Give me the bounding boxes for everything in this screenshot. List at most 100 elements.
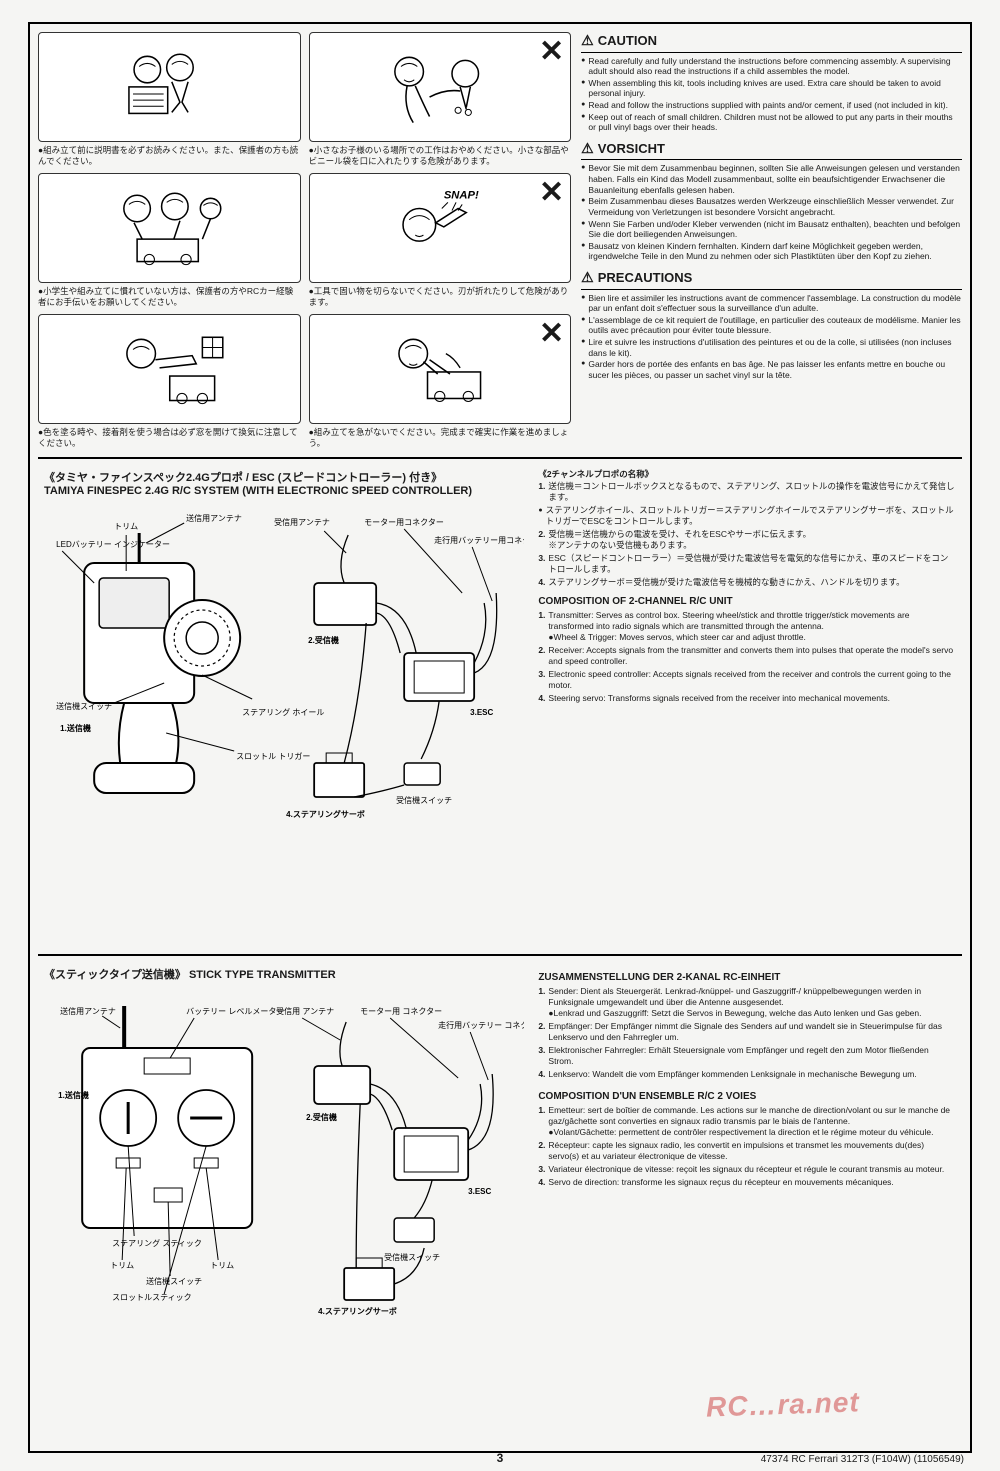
de-comp-title: ZUSAMMENSTELLUNG DER 2-KANAL RC-EINHEIT — [538, 972, 956, 983]
caution-line: Bausatz von kleinen Kindern fernhalten. … — [581, 241, 962, 262]
de-line: 3.Elektronischer Fahrregler: Erhält Steu… — [538, 1045, 956, 1067]
caution-title: CAUTION — [581, 32, 962, 53]
illustration: ✕ SNAP! — [309, 173, 572, 283]
svg-text:受信機スイッチ: 受信機スイッチ — [384, 1252, 440, 1262]
svg-text:トリム: トリム — [210, 1261, 234, 1270]
svg-text:1.送信機: 1.送信機 — [60, 723, 91, 733]
x-mark-icon: ✕ — [539, 319, 564, 349]
svg-text:スロットルスティック: スロットルスティック — [112, 1293, 192, 1302]
footer: 47374 RC Ferrari 312T3 (F104W) (11056549… — [0, 1454, 1000, 1465]
bot-text-col: ZUSAMMENSTELLUNG DER 2-KANAL RC-EINHEIT … — [538, 966, 956, 1443]
bot-title: 《スティックタイプ送信機》 STICK TYPE TRANSMITTER — [44, 966, 524, 982]
caution-line: Beim Zusammenbau dieses Bausatzes werden… — [581, 196, 962, 217]
illustration — [38, 173, 301, 283]
svg-text:送信機スイッチ: 送信機スイッチ — [146, 1276, 202, 1286]
en-line: 2.Receiver: Accepts signals from the tra… — [538, 645, 956, 667]
en-line: 3.Electronic speed controller: Accepts s… — [538, 669, 956, 691]
vorsicht-de: VORSICHT Bevor Sie mit dem Zusammenbau b… — [581, 140, 962, 263]
illus-caption: ●組み立て前に説明書を必ずお読みください。また、保護者の方も読んでください。 — [38, 145, 301, 167]
fr-comp-title: COMPOSITION D'UN ENSEMBLE R/C 2 VOIES — [538, 1091, 956, 1102]
jp-line: 4.ステアリングサーボ＝受信機が受けた電波信号を機械的な動きにかえ、ハンドルを切… — [538, 577, 956, 588]
svg-text:モーター用コネクター: モーター用コネクター — [364, 518, 444, 527]
illus-cell-4: ✕ SNAP! ●工具で固い物を切らないでください。刃が折れたりして危険がありま… — [309, 173, 572, 308]
svg-text:走行用バッテリー コネクター: 走行用バッテリー コネクター — [438, 1020, 524, 1030]
illus-cell-6: ✕ ●組み立てを急がないでください。完成まで確実に作業を進めましょう。 — [309, 314, 572, 449]
illus-caption: ●小さなお子様のいる場所での工作はおやめください。小さな部品やビニール袋を口に入… — [309, 145, 572, 167]
illus-cell-1: ●組み立て前に説明書を必ずお読みください。また、保護者の方も読んでください。 — [38, 32, 301, 167]
illus-caption: ●色を塗る時や、接着剤を使う場合は必ず窓を開けて換気に注意してください。 — [38, 427, 301, 449]
page-frame: ●組み立て前に説明書を必ずお読みください。また、保護者の方も読んでください。 ✕… — [28, 22, 972, 1453]
svg-text:トリム: トリム — [110, 1261, 134, 1270]
svg-text:4.ステアリングサーボ: 4.ステアリングサーボ — [286, 809, 365, 819]
mid-text-col: 《2チャンネルプロポの名称》 1.送信機＝コントロールボックスとなるもので、ステ… — [538, 469, 956, 946]
jp-line: 1.送信機＝コントロールボックスとなるもので、ステアリング、スロットルの操作を電… — [538, 481, 956, 503]
x-mark-icon: ✕ — [539, 178, 564, 208]
caution-title: PRECAUTIONS — [581, 269, 962, 290]
caution-line: Wenn Sie Farben und/oder Kleber verwende… — [581, 219, 962, 240]
de-line: 4.Lenkservo: Wandelt die vom Empfänger k… — [538, 1069, 956, 1080]
svg-text:SNAP!: SNAP! — [444, 190, 479, 202]
illustration — [38, 314, 301, 424]
svg-text:受信機スイッチ: 受信機スイッチ — [396, 795, 452, 805]
top-section: ●組み立て前に説明書を必ずお読みください。また、保護者の方も読んでください。 ✕… — [38, 32, 962, 459]
mid-diagram-col: 《タミヤ・ファインスペック2.4Gプロポ / ESC (スピードコントローラー)… — [44, 469, 524, 946]
de-line: 2.Empfänger: Der Empfänger nimmt die Sig… — [538, 1021, 956, 1043]
fr-line: 1.Emetteur: sert de boîtier de commande.… — [538, 1105, 956, 1138]
svg-text:2.受信機: 2.受信機 — [306, 1112, 337, 1122]
jp-line: 3.ESC（スピードコントローラー）＝受信機が受けた電波信号を電気的な信号にかえ… — [538, 553, 956, 575]
svg-text:受信用 アンテナ: 受信用 アンテナ — [276, 1006, 334, 1016]
svg-text:送信機スイッチ: 送信機スイッチ — [56, 701, 112, 711]
caution-line: Read carefully and fully understand the … — [581, 56, 962, 77]
svg-text:4.ステアリングサーボ: 4.ステアリングサーボ — [318, 1306, 397, 1316]
caution-title: VORSICHT — [581, 140, 962, 161]
fr-line: 2.Récepteur: capte les signaux radio, le… — [538, 1140, 956, 1162]
svg-text:送信用アンテナ: 送信用アンテナ — [60, 1006, 116, 1016]
svg-text:バッテリー レベルメーター: バッテリー レベルメーター — [186, 1007, 284, 1016]
caution-line: Bien lire et assimiler les instructions … — [581, 293, 962, 314]
svg-text:LEDバッテリー インジケーター: LEDバッテリー インジケーター — [56, 540, 170, 549]
jp-channel-block: 《2チャンネルプロポの名称》 1.送信機＝コントロールボックスとなるもので、ステ… — [538, 469, 956, 588]
illus-cell-2: ✕ ●小さなお子様のいる場所での工作はおやめください。小さな部品やビニール袋を口… — [309, 32, 572, 167]
svg-text:3.ESC: 3.ESC — [470, 708, 493, 717]
jp-line: ステアリングホイール、スロットルトリガー＝ステアリングホイールでステアリングサー… — [538, 505, 956, 528]
caution-en: CAUTION Read carefully and fully underst… — [581, 32, 962, 134]
footer-code: 47374 RC Ferrari 312T3 (F104W) (11056549… — [761, 1454, 964, 1465]
svg-text:ステアリング ホイール: ステアリング ホイール — [242, 707, 324, 717]
illus-caption: ●工具で固い物を切らないでください。刃が折れたりして危険があります。 — [309, 286, 572, 308]
illustration-grid: ●組み立て前に説明書を必ずお読みください。また、保護者の方も読んでください。 ✕… — [38, 32, 571, 449]
svg-text:ステアリング スティック: ステアリング スティック — [112, 1238, 202, 1248]
fr-line: 4.Servo de direction: transforme les sig… — [538, 1177, 956, 1188]
svg-text:1.送信機: 1.送信機 — [58, 1090, 89, 1100]
illustration: ✕ — [309, 32, 572, 142]
illus-caption: ●組み立てを急がないでください。完成まで確実に作業を進めましょう。 — [309, 427, 572, 449]
en-line: 4.Steering servo: Transforms signals rec… — [538, 693, 956, 704]
svg-text:モーター用 コネクター: モーター用 コネクター — [360, 1007, 442, 1016]
finespec-diagram: LEDバッテリー インジケーター トリム 送信用アンテナ 送信機スイッチ 1.送… — [44, 503, 524, 843]
en-line: 1.Transmitter: Serves as control box. St… — [538, 610, 956, 643]
svg-text:受信用アンテナ: 受信用アンテナ — [274, 517, 330, 527]
mid-title: 《タミヤ・ファインスペック2.4Gプロポ / ESC (スピードコントローラー)… — [44, 469, 524, 497]
svg-text:送信用アンテナ: 送信用アンテナ — [186, 513, 242, 523]
illustration: ✕ — [309, 314, 572, 424]
caution-line: Garder hors de portée des enfants en bas… — [581, 359, 962, 380]
svg-text:走行用バッテリー用コネクター: 走行用バッテリー用コネクター — [434, 535, 524, 545]
caution-line: Bevor Sie mit dem Zusammenbau beginnen, … — [581, 163, 962, 195]
illustration — [38, 32, 301, 142]
precautions-fr: PRECAUTIONS Bien lire et assimiler les i… — [581, 269, 962, 382]
caution-line: L'assemblage de ce kit requiert de l'out… — [581, 315, 962, 336]
x-mark-icon: ✕ — [539, 37, 564, 67]
caution-line: When assembling this kit, tools includin… — [581, 78, 962, 99]
svg-text:トリム: トリム — [114, 522, 138, 531]
caution-line: Keep out of reach of small children. Chi… — [581, 112, 962, 133]
bot-section: 《スティックタイプ送信機》 STICK TYPE TRANSMITTER — [38, 956, 962, 1443]
jp-line: 2.受信機＝送信機からの電波を受け、それをESCやサーボに伝えます。 ※アンテナ… — [538, 529, 956, 551]
mid-section: 《タミヤ・ファインスペック2.4Gプロポ / ESC (スピードコントローラー)… — [38, 459, 962, 956]
cautions-column: CAUTION Read carefully and fully underst… — [581, 32, 962, 449]
illus-cell-3: ●小学生や組み立てに慣れていない方は、保護者の方やRCカー経験者にお手伝いをお願… — [38, 173, 301, 308]
illus-caption: ●小学生や組み立てに慣れていない方は、保護者の方やRCカー経験者にお手伝いをお願… — [38, 286, 301, 308]
stick-transmitter-diagram: 送信用アンテナ バッテリー レベルメーター 受信用 アンテナ モーター用 コネク… — [44, 988, 524, 1318]
svg-text:3.ESC: 3.ESC — [468, 1187, 491, 1196]
svg-text:スロットル トリガー: スロットル トリガー — [236, 751, 310, 761]
caution-line: Read and follow the instructions supplie… — [581, 100, 962, 111]
svg-text:2.受信機: 2.受信機 — [308, 635, 339, 645]
